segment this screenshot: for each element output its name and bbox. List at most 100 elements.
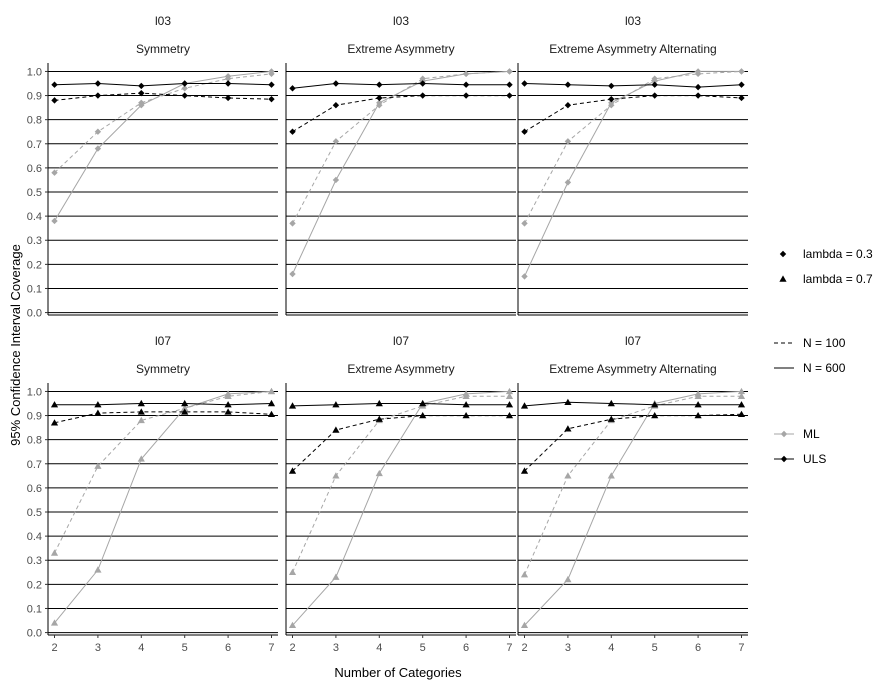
data-point [332,426,340,433]
series-line-uls [524,83,742,88]
legend-label: lambda = 0.3 [803,247,873,261]
data-point [651,77,658,85]
data-point [520,467,529,474]
data-point [332,472,340,479]
y-tick-label: 0.6 [27,483,42,495]
data-point [738,68,745,75]
data-point [462,70,470,78]
data-point [267,399,276,407]
data-point [289,128,296,135]
data-point [462,92,470,99]
panel-row-label: l03 [625,14,641,28]
data-point [694,411,702,419]
data-point [224,94,232,102]
series-line-uls [524,95,742,133]
y-tick-label: 1.0 [27,386,42,398]
data-point [332,401,340,408]
data-point [224,390,232,397]
legend-label: lambda = 0.7 [803,272,873,286]
data-point [506,68,513,75]
data-point [181,85,188,92]
data-point [694,390,702,397]
data-point [651,411,659,419]
y-axis-title: 95% Confidence Interval Coverage [8,244,23,446]
panel-4: l07 Symmetry 0.0 0.1 0.2 0.3 0.4 0.5 0.6 0.7 0.8 0.… [27,334,278,654]
data-point [224,401,232,408]
x-tick-label: 2 [521,642,527,654]
data-point [521,128,528,135]
series-line-uls [292,82,510,89]
series-line-ml [54,390,272,624]
legend-label: ULS [803,452,826,466]
series-line-uls [524,413,742,472]
y-tick-label: 0.7 [27,459,42,471]
data-point [607,399,615,407]
data-point [375,469,383,477]
data-point [694,92,702,99]
data-point [375,415,383,422]
series-line-uls [54,92,272,101]
data-point [138,82,145,90]
data-point [521,80,528,87]
y-tick-label: 0.2 [27,259,42,271]
data-point [520,402,529,409]
data-point [51,81,58,88]
data-point [94,145,102,152]
data-point [505,401,514,408]
data-point [564,472,572,479]
y-tick-label: 0.3 [27,235,42,247]
data-point [419,399,427,407]
data-point [137,416,145,424]
data-point [289,270,296,278]
data-point [94,80,102,87]
data-point [137,408,145,415]
data-point [608,95,615,103]
data-point [181,408,189,415]
data-point [376,81,383,88]
panel-5: l07 Extreme Asymmetry 2 3 4 5 6 7 [285,334,516,654]
x-tick-label: 2 [51,642,57,654]
y-tick-label: 0.8 [27,115,42,127]
panel-6: l07 Extreme Asymmetry Alternating 2 3 4 5 6 7 [517,334,748,654]
data-point [564,179,572,186]
data-point [94,128,102,135]
panel-row-label: l03 [155,14,171,28]
panel-1: l03 Symmetry 0.0 0.1 0.2 0.3 0.4 0.5 0.6 0.7 0.8 0.… [27,14,278,320]
data-point [505,387,514,395]
series-line-uls [292,403,510,407]
legend-key-point [780,455,788,463]
data-point [520,571,529,578]
panel-row-label: l07 [393,334,409,348]
data-point [138,89,145,97]
series-line-uls [54,82,272,87]
data-point [332,80,340,87]
x-tick-label: 7 [738,642,744,654]
data-point [332,573,340,580]
y-tick-label: 0.1 [27,283,42,295]
data-point [332,102,340,109]
series-line-ml [292,395,510,573]
y-tick-label: 0.9 [27,91,42,103]
data-point [138,102,145,109]
x-tick-label: 6 [695,642,701,654]
data-point [224,73,232,80]
data-point [288,467,297,474]
panel-2: l03 Extreme Asymmetry [285,14,516,316]
data-point [332,176,340,184]
series-line-ml [54,73,272,174]
y-tick-label: 0.2 [27,579,42,591]
y-tick-label: 0.9 [27,411,42,423]
data-point [462,401,470,408]
data-point [50,401,59,408]
x-tick-label: 3 [333,642,339,654]
data-point [564,398,572,405]
y-tick-label: 0.4 [27,211,42,223]
x-tick-label: 7 [506,642,512,654]
data-point [462,411,470,419]
panel-row-label: l03 [393,14,409,28]
data-point [564,425,572,432]
data-point [694,68,702,75]
y-tick-label: 0.4 [27,531,42,543]
data-point [137,455,145,462]
